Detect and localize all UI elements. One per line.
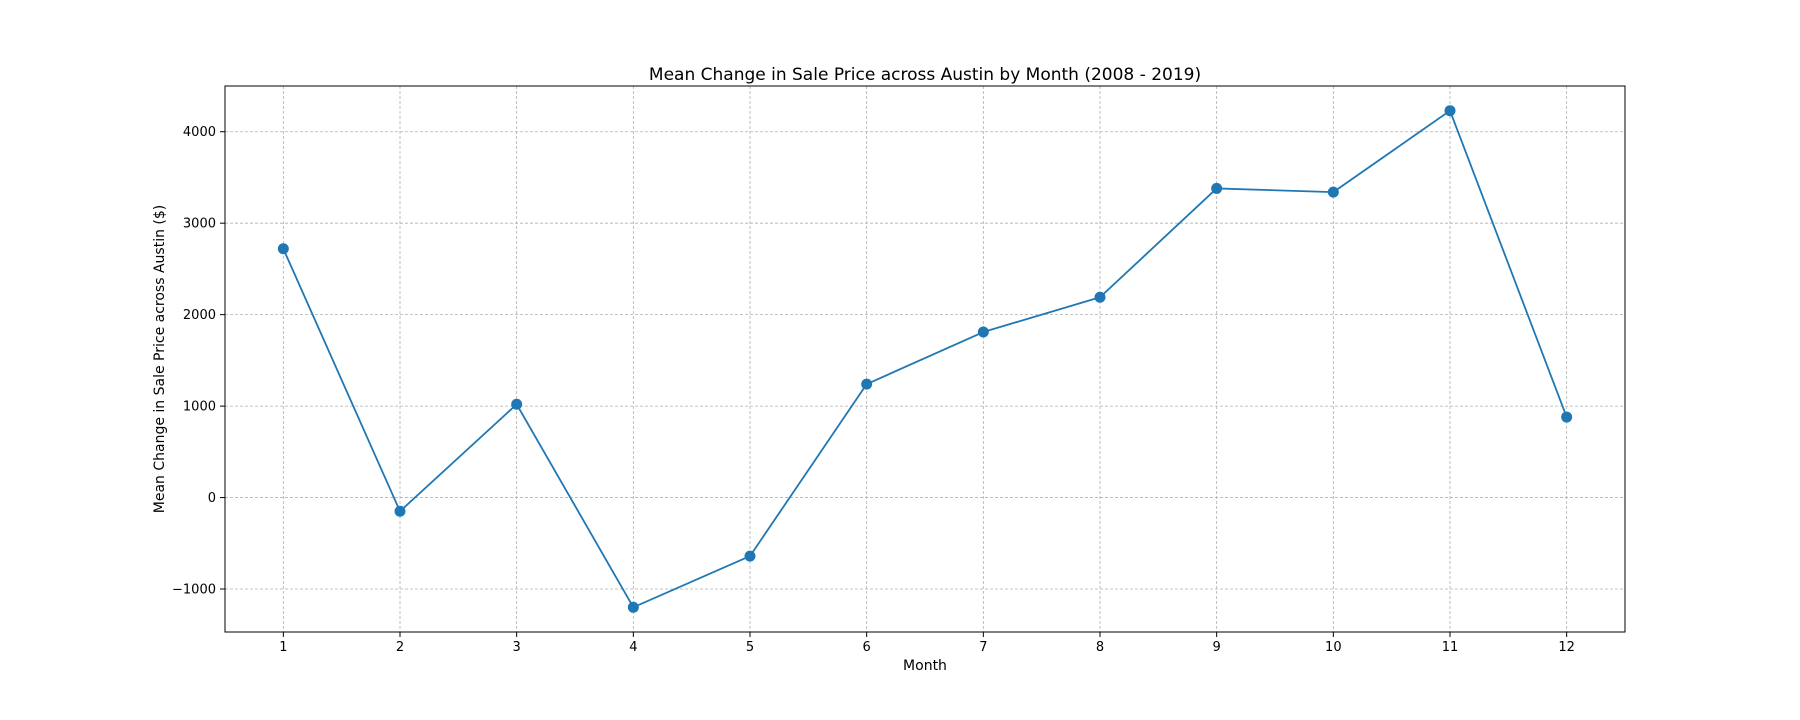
- x-tick-label: 2: [396, 640, 404, 655]
- y-tick-label: −1000: [172, 583, 216, 598]
- y-axis-label: Mean Change in Sale Price across Austin …: [152, 205, 168, 514]
- data-point: [1327, 186, 1339, 198]
- x-tick-label: 11: [1442, 640, 1459, 655]
- x-tick-label: 10: [1325, 640, 1342, 655]
- y-tick-label: 0: [208, 491, 216, 506]
- x-tick-label: 12: [1558, 640, 1575, 655]
- data-point: [394, 505, 406, 517]
- y-tick-label: 1000: [183, 400, 216, 415]
- x-tick-label: 1: [279, 640, 287, 655]
- series-line-group: [277, 105, 1573, 613]
- x-tick-label: 5: [746, 640, 754, 655]
- data-point: [1444, 105, 1456, 117]
- plot-frame: [224, 85, 1626, 633]
- grid-lines: [225, 86, 1625, 632]
- series-line: [282, 109, 1568, 609]
- y-tick-label: 4000: [183, 125, 216, 140]
- x-tick-label: 3: [513, 640, 521, 655]
- data-point: [744, 550, 756, 562]
- data-point: [1211, 182, 1223, 194]
- data-point: [277, 243, 289, 255]
- x-axis-label: Month: [903, 658, 947, 674]
- data-point: [1094, 291, 1106, 303]
- data-point: [977, 326, 989, 338]
- x-tick-label: 6: [863, 640, 871, 655]
- data-point: [511, 398, 523, 410]
- x-tick-label: 9: [1213, 640, 1221, 655]
- x-tick-label: 8: [1096, 640, 1104, 655]
- x-tick-label: 4: [629, 640, 637, 655]
- y-tick-label: 3000: [183, 217, 216, 232]
- y-tick-label: 2000: [183, 308, 216, 323]
- data-point: [1561, 411, 1573, 423]
- data-point: [861, 378, 873, 390]
- chart-title: Mean Change in Sale Price across Austin …: [649, 65, 1201, 85]
- x-tick-label: 7: [979, 640, 987, 655]
- data-point: [627, 601, 639, 613]
